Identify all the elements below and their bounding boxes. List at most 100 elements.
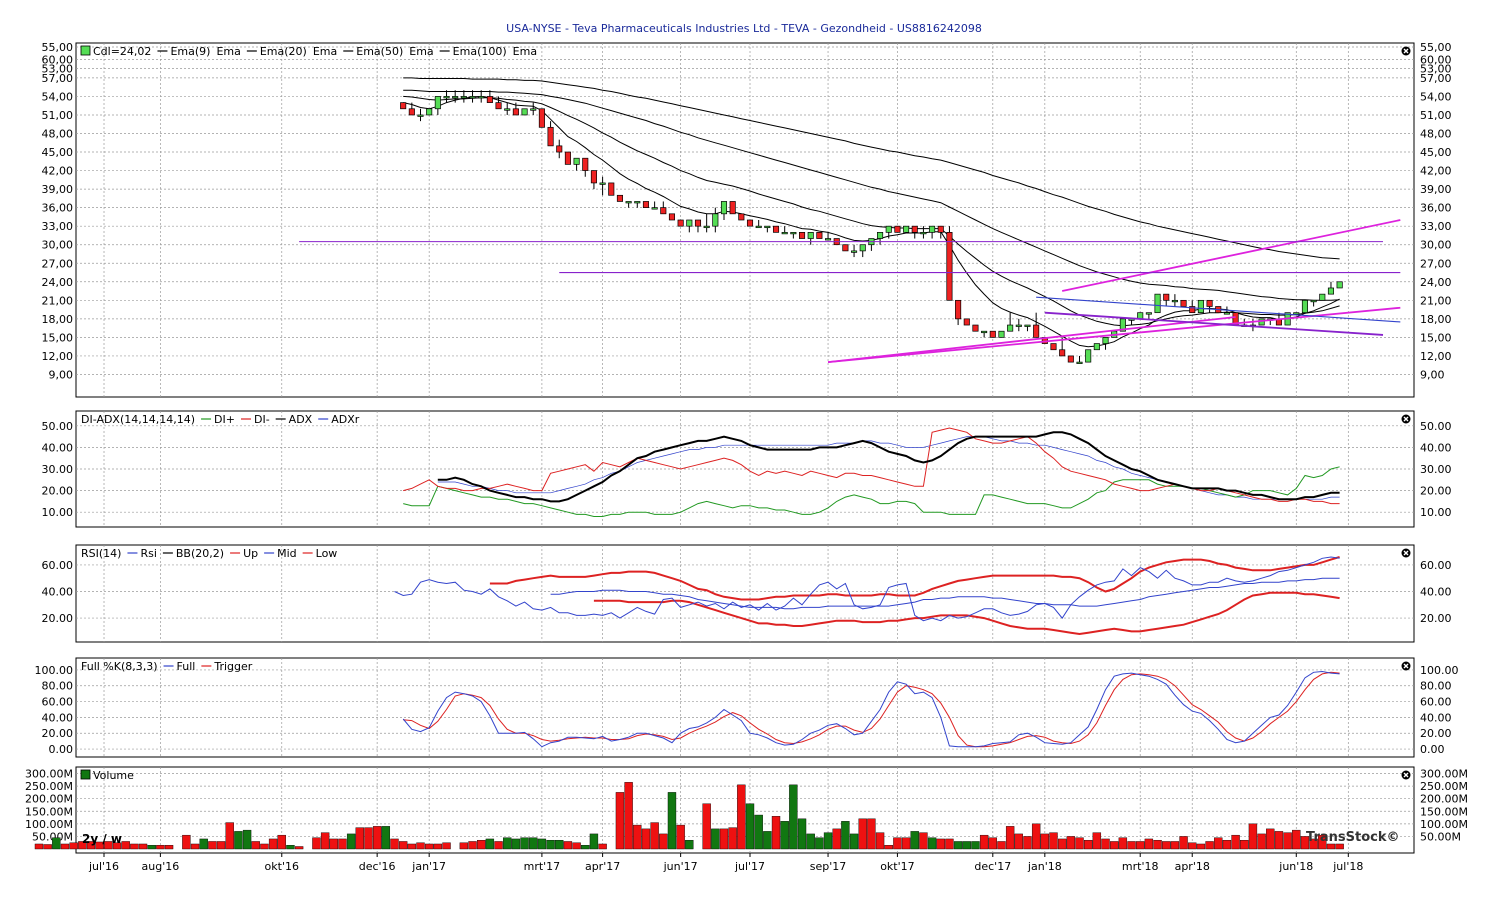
ema-line-Ema100 bbox=[403, 77, 1340, 260]
y-tick-label-left: 45,00 bbox=[42, 146, 74, 159]
line-rsi bbox=[394, 556, 1340, 622]
candle bbox=[816, 232, 823, 239]
volume-bar bbox=[1040, 833, 1050, 850]
volume-bar bbox=[398, 841, 408, 850]
x-tick-label: dec'17 bbox=[974, 860, 1011, 873]
volume-bar bbox=[832, 828, 841, 850]
candle bbox=[1119, 318, 1126, 332]
y-tick-label-left: 39,00 bbox=[42, 183, 74, 196]
candle bbox=[859, 244, 866, 252]
volume-bar bbox=[86, 841, 96, 850]
y-tick-label-right: 30,00 bbox=[1420, 239, 1452, 252]
candle bbox=[1154, 293, 1161, 314]
y-tick-label-left: 30.00 bbox=[42, 463, 74, 476]
y-tick-label-left: 40.00 bbox=[42, 586, 74, 599]
x-tick-label: dec'16 bbox=[359, 860, 396, 873]
volume-bar bbox=[815, 837, 824, 850]
volume-bar bbox=[372, 826, 382, 850]
volume-bar bbox=[1292, 829, 1301, 850]
y-tick-label-right: 100.00 bbox=[1420, 664, 1459, 677]
y-tick-label-right: 53,00 bbox=[1420, 63, 1452, 76]
volume-bar bbox=[971, 841, 980, 850]
y-tick-label-left: 30,00 bbox=[42, 239, 74, 252]
volume-bar bbox=[1136, 841, 1145, 850]
candle bbox=[686, 219, 693, 227]
candle bbox=[738, 213, 745, 221]
volume-bar bbox=[60, 843, 70, 850]
volume-bar bbox=[1031, 823, 1041, 850]
candle bbox=[1059, 349, 1066, 357]
volume-bar bbox=[598, 843, 607, 850]
candle bbox=[651, 207, 658, 210]
volume-bar bbox=[69, 842, 78, 850]
period-label: 2y / w bbox=[82, 832, 122, 846]
y-tick-label-right: 30.00 bbox=[1420, 463, 1452, 476]
y-tick-label-right: 40.00 bbox=[1420, 711, 1452, 724]
volume-bar bbox=[780, 821, 789, 850]
volume-bar bbox=[702, 803, 711, 850]
volume-bar bbox=[381, 826, 391, 850]
y-tick-label-left: 100.00 bbox=[35, 664, 74, 677]
candle bbox=[798, 232, 806, 239]
y-tick-label-left: 12,00 bbox=[42, 350, 74, 363]
volume-bar bbox=[1196, 843, 1206, 850]
close-icon-cross bbox=[1403, 550, 1409, 556]
y-tick-label-left: 27,00 bbox=[42, 257, 74, 270]
close-icon-cross bbox=[1403, 416, 1409, 422]
y-tick-label-right: 40.00 bbox=[1420, 586, 1452, 599]
y-tick-label-left: 20.00 bbox=[42, 485, 74, 498]
y-tick-label-right: 40.00 bbox=[1420, 441, 1452, 454]
candle bbox=[946, 232, 953, 301]
volume-bar bbox=[572, 842, 581, 850]
candle bbox=[790, 232, 797, 235]
volume-bar bbox=[121, 841, 130, 850]
volume-bar bbox=[216, 841, 226, 850]
x-tick-label: okt'17 bbox=[880, 860, 914, 873]
volume-bar bbox=[615, 792, 625, 850]
x-tick-label: aug'16 bbox=[142, 860, 180, 873]
y-tick-label-left: 42,00 bbox=[42, 165, 74, 178]
volume-bar bbox=[1127, 841, 1136, 850]
volume-bar bbox=[1283, 832, 1292, 850]
candle bbox=[564, 151, 571, 165]
volume-bar bbox=[1110, 841, 1119, 850]
line-trigger bbox=[403, 671, 1340, 748]
volume-bar bbox=[546, 839, 555, 850]
y-tick-label-right: 9,00 bbox=[1420, 368, 1445, 381]
candle bbox=[989, 330, 996, 338]
y-tick-label-left: 57,00 bbox=[42, 72, 74, 85]
volume-bar bbox=[624, 782, 633, 850]
y-tick-label-right: 42,00 bbox=[1420, 165, 1452, 178]
volume-bar bbox=[537, 838, 547, 850]
volume-bar bbox=[242, 829, 252, 850]
volume-bar bbox=[112, 842, 122, 850]
y-tick-label-left: 53,00 bbox=[42, 63, 74, 76]
candle bbox=[1093, 343, 1100, 351]
y-tick-label-left: 250.00M bbox=[25, 780, 73, 793]
volume-bar bbox=[364, 827, 373, 850]
candle bbox=[408, 108, 415, 116]
candle bbox=[460, 96, 467, 99]
x-tick-label: apr'17 bbox=[585, 860, 620, 873]
legend-label: Volume bbox=[93, 769, 134, 782]
candle bbox=[1319, 293, 1326, 301]
y-tick-label-right: 10.00 bbox=[1420, 506, 1452, 519]
volume-bar bbox=[962, 841, 971, 850]
stoch-frame bbox=[75, 657, 1415, 758]
volume-bar bbox=[676, 824, 685, 850]
volume-bar bbox=[1300, 836, 1310, 850]
volume-bar bbox=[1188, 842, 1197, 850]
trendline bbox=[827, 316, 1236, 364]
volume-bar bbox=[156, 845, 165, 850]
volume-bar bbox=[338, 838, 347, 850]
candle bbox=[807, 232, 814, 239]
volume-bar bbox=[997, 841, 1006, 850]
candle bbox=[981, 330, 988, 334]
candle bbox=[781, 232, 788, 235]
y-tick-label-left: 20.00 bbox=[42, 612, 74, 625]
volume-bar bbox=[1326, 843, 1336, 850]
volume-bar bbox=[581, 845, 590, 850]
volume-bar bbox=[667, 792, 677, 850]
candle bbox=[599, 182, 606, 185]
volume-bar bbox=[251, 841, 260, 850]
